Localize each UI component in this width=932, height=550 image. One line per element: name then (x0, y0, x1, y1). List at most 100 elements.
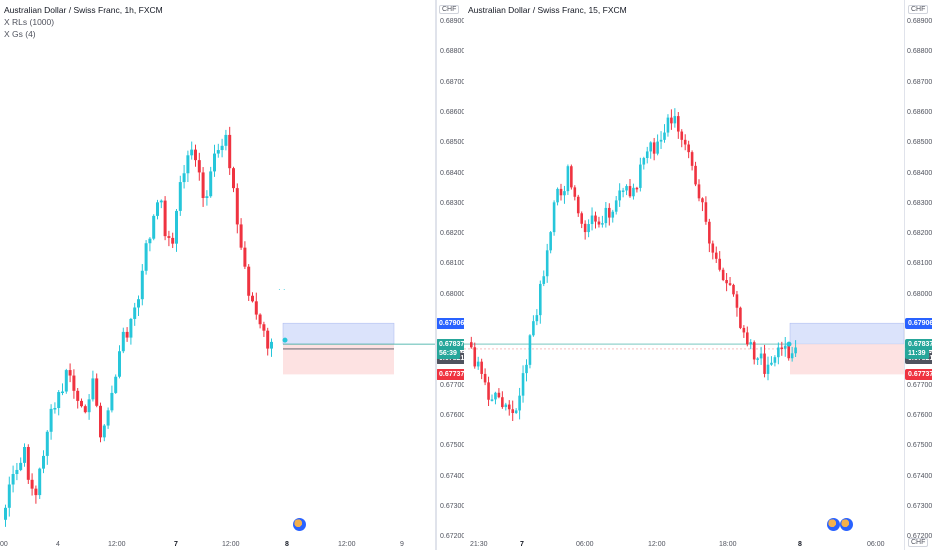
price-tick-label: 0.68200 (907, 230, 932, 238)
last-price-dot (282, 337, 288, 343)
candle (528, 335, 532, 365)
candle (190, 149, 194, 156)
left-chart-pane[interactable]: Australian Dollar / Swiss Franc, 1h, FXC… (0, 0, 435, 550)
candle (594, 215, 597, 222)
current-price-tag[interactable]: 0.67837 (436, 339, 468, 351)
indicator-gs[interactable]: X Gs (4) (4, 29, 36, 39)
candle (102, 425, 106, 438)
currency-label[interactable]: CHF (908, 5, 929, 14)
earnings-event-icon[interactable] (293, 518, 306, 531)
time-tick-label: 4 (56, 541, 60, 548)
currency-label-bottom[interactable]: CHF (908, 538, 929, 547)
candle (601, 223, 604, 225)
candle (258, 314, 262, 325)
candle (61, 391, 64, 394)
price-tick-label: 0.67500 (907, 442, 932, 450)
indicator-rls[interactable]: X RLs (1000) (4, 17, 55, 27)
candle (137, 299, 140, 308)
candle (110, 392, 114, 411)
candle (19, 462, 23, 470)
price-tick-label: 0.68800 (907, 48, 932, 56)
candle (470, 342, 473, 348)
target-price-tag[interactable]: 0.67906 (436, 318, 468, 330)
candle (205, 196, 209, 199)
candle (518, 395, 521, 411)
dividend-event-icon[interactable] (840, 518, 853, 531)
candle (725, 280, 728, 284)
price-tick-label: 0.68300 (440, 199, 466, 207)
candle (770, 362, 773, 365)
candle (167, 236, 171, 238)
candle (232, 168, 235, 189)
candle (639, 164, 642, 188)
candle (163, 200, 167, 237)
candle (194, 149, 197, 161)
candle (266, 330, 270, 349)
candle (501, 397, 504, 408)
candle (254, 301, 258, 315)
price-tick-label: 0.67600 (440, 411, 466, 419)
candle (243, 247, 247, 267)
candle (133, 307, 137, 319)
candle (783, 345, 787, 349)
stop-price-tag[interactable]: 0.67737 (436, 369, 468, 381)
candle (694, 165, 697, 185)
candle (556, 188, 559, 203)
candle (152, 215, 156, 239)
candle (497, 392, 501, 398)
price-tick-label: 0.67400 (907, 472, 932, 480)
currency-label[interactable]: CHF (439, 5, 460, 14)
candle (507, 404, 511, 410)
target-price-tag[interactable]: 0.67906 (905, 318, 932, 330)
candle (262, 324, 266, 331)
candle (773, 357, 777, 363)
candle (680, 131, 684, 140)
price-tick-label: 0.67600 (907, 411, 932, 419)
time-tick-label: 8 (798, 541, 802, 548)
target-zone (282, 322, 395, 345)
price-tick-label: 0.68100 (440, 260, 466, 268)
candle (201, 172, 205, 199)
candle (749, 342, 753, 345)
candle (57, 392, 61, 408)
candle (687, 144, 690, 153)
candle (247, 266, 251, 296)
candle (7, 484, 11, 508)
candle (542, 276, 546, 284)
time-tick-label: 12:00 (338, 541, 356, 548)
earnings-event-icon[interactable] (827, 518, 840, 531)
right-chart-pane[interactable]: Australian Dollar / Swiss Franc, 15, FXC… (464, 0, 904, 550)
candle (611, 211, 615, 218)
candle (487, 382, 490, 400)
candle (677, 116, 680, 132)
candle (480, 361, 483, 374)
candle (220, 145, 224, 151)
right-price-axis[interactable]: CHF CHF 0.68900 0.68800 0.68700 0.68600 0.68… (904, 0, 932, 550)
left-chart-canvas[interactable]: · · (0, 0, 435, 550)
candle (539, 283, 542, 316)
candle (38, 468, 42, 496)
candle (742, 327, 746, 333)
candle (659, 139, 663, 142)
candle (759, 353, 763, 359)
stop-price-tag[interactable]: 0.67737 (905, 369, 932, 381)
candle (735, 294, 739, 308)
left-legend: Australian Dollar / Swiss Franc, 1h, FXC… (4, 4, 163, 40)
candle (15, 469, 19, 475)
candle (656, 141, 659, 154)
left-chart-title[interactable]: Australian Dollar / Swiss Franc, 1h, FXC… (4, 5, 163, 15)
price-tick-label: 0.68900 (440, 18, 466, 25)
right-chart-title[interactable]: Australian Dollar / Swiss Franc, 15, FXC… (468, 5, 627, 15)
candle (473, 347, 477, 367)
price-tick-label: 0.68600 (440, 108, 466, 116)
candle (621, 190, 625, 192)
current-price-tag[interactable]: 0.67837 (905, 339, 932, 351)
candle (53, 407, 57, 410)
candle (532, 321, 535, 336)
candle (711, 243, 715, 253)
candle (721, 269, 725, 281)
candle (525, 364, 528, 374)
pane-divider[interactable] (435, 0, 437, 550)
right-chart-canvas[interactable] (464, 0, 904, 550)
target-zone (789, 322, 904, 345)
